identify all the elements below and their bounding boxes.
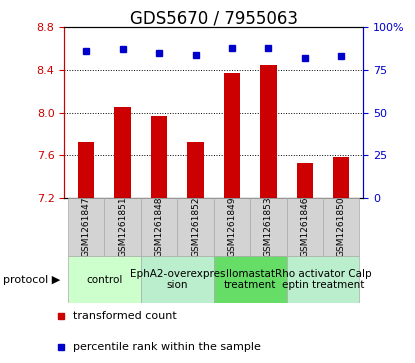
Text: Rho activator Calp
eptin treatment: Rho activator Calp eptin treatment: [275, 269, 371, 290]
Bar: [151, 116, 167, 198]
Text: GSM1261851: GSM1261851: [118, 196, 127, 257]
Bar: [115, 107, 131, 198]
Bar: [141, 198, 177, 256]
Bar: [250, 198, 287, 256]
Bar: [287, 256, 359, 303]
Bar: [333, 157, 349, 198]
Bar: [323, 198, 359, 256]
Bar: [187, 142, 204, 198]
Text: Ilomastat
treatment: Ilomastat treatment: [224, 269, 276, 290]
Text: EphA2-overexpres
sion: EphA2-overexpres sion: [129, 269, 225, 290]
Title: GDS5670 / 7955063: GDS5670 / 7955063: [130, 9, 298, 27]
Bar: [141, 256, 214, 303]
Bar: [224, 73, 240, 198]
Bar: [214, 198, 250, 256]
Bar: [287, 198, 323, 256]
Text: GSM1261852: GSM1261852: [191, 197, 200, 257]
Bar: [177, 198, 214, 256]
Text: GSM1261848: GSM1261848: [154, 197, 164, 257]
Text: protocol ▶: protocol ▶: [3, 274, 60, 285]
Bar: [214, 256, 287, 303]
Text: GSM1261850: GSM1261850: [337, 196, 346, 257]
Text: transformed count: transformed count: [73, 311, 176, 321]
Bar: [260, 65, 276, 198]
Text: GSM1261847: GSM1261847: [82, 197, 91, 257]
Bar: [297, 163, 313, 198]
Bar: [78, 142, 94, 198]
Bar: [68, 198, 105, 256]
Text: control: control: [86, 274, 122, 285]
Text: percentile rank within the sample: percentile rank within the sample: [73, 342, 260, 352]
Text: GSM1261846: GSM1261846: [300, 197, 309, 257]
Bar: [105, 198, 141, 256]
Text: GSM1261849: GSM1261849: [227, 197, 237, 257]
Bar: [68, 256, 141, 303]
Text: GSM1261853: GSM1261853: [264, 196, 273, 257]
